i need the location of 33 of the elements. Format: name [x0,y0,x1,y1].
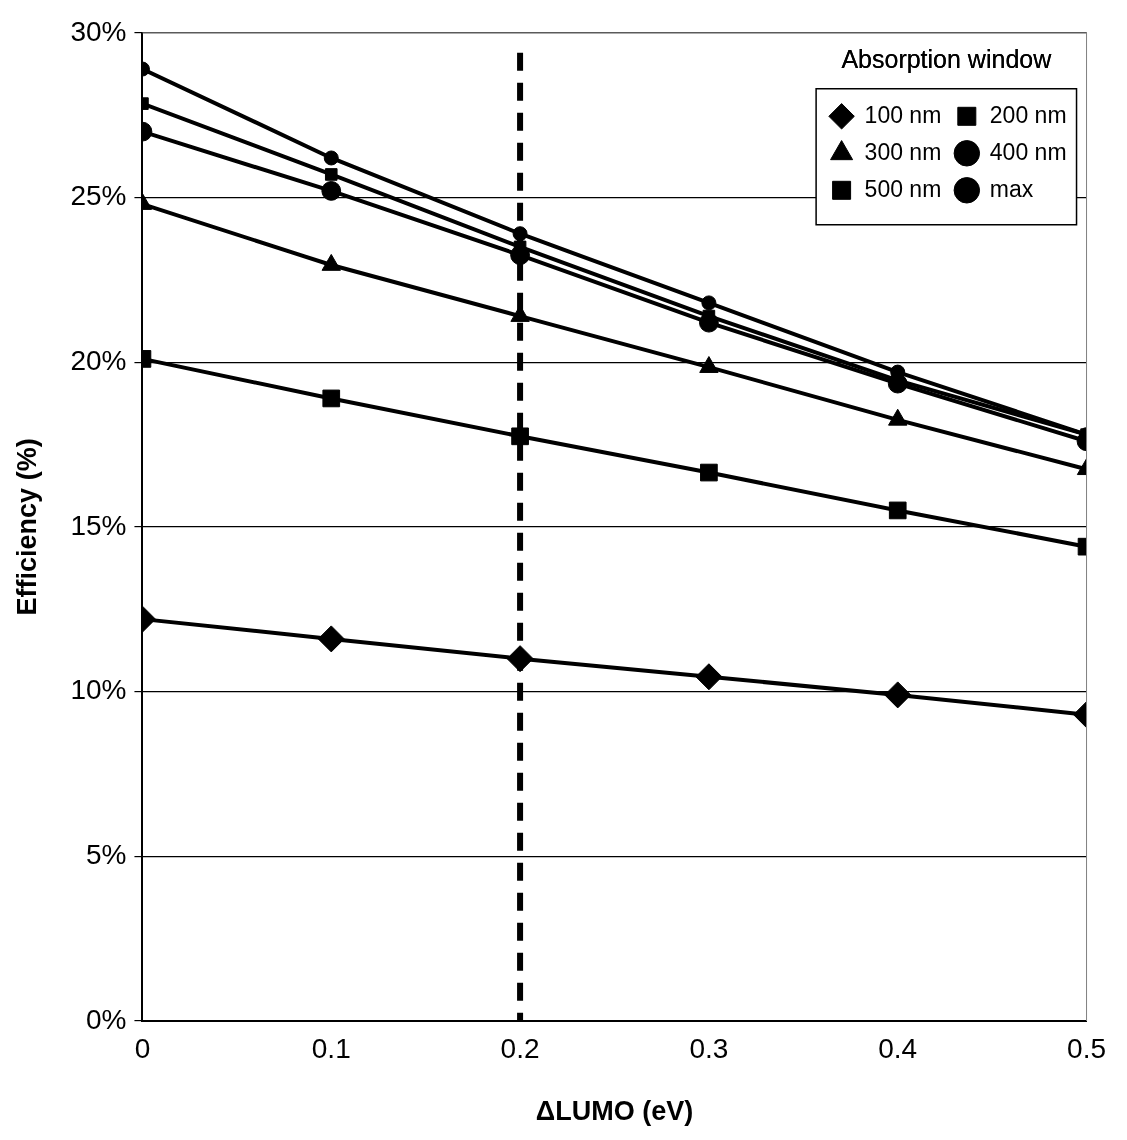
legend-label: 400 nm [989,138,1067,165]
y-tick-label: 25% [70,180,127,212]
legend-label: 500 nm [864,175,942,202]
point [888,501,907,520]
point [321,181,342,201]
point [511,427,529,446]
x-tick-label: 0.5 [1067,1032,1107,1064]
point [322,389,341,408]
point [324,168,338,181]
legend-label: 100 nm [864,101,942,128]
legend-label: 200 nm [989,101,1067,128]
y-tick-label: 5% [85,839,127,871]
y-axis-title: Efficiency (%) [11,438,42,616]
x-tick-label: 0 [134,1032,151,1064]
x-tick-label: 0.1 [311,1032,351,1064]
legend-title: Absorption window [841,45,1053,74]
y-tick-label: 30% [70,15,127,47]
x-tick-label: 0.4 [878,1032,918,1064]
x-tick-label: 0.3 [689,1032,729,1064]
y-tick-label: 10% [70,674,127,706]
y-tick-label: 15% [70,509,127,541]
legend-label: 300 nm [864,138,942,165]
point [700,463,718,482]
point [884,681,912,709]
y-tick-label: 20% [70,344,127,376]
x-axis-title: ΔLUMO (eV) [535,1096,694,1127]
point [317,625,345,653]
point [695,663,723,691]
y-tick-label: 0% [85,1003,127,1035]
legend-label: max [989,175,1034,202]
x-tick-label: 0.2 [500,1032,540,1064]
point [323,150,339,166]
point [701,295,717,311]
